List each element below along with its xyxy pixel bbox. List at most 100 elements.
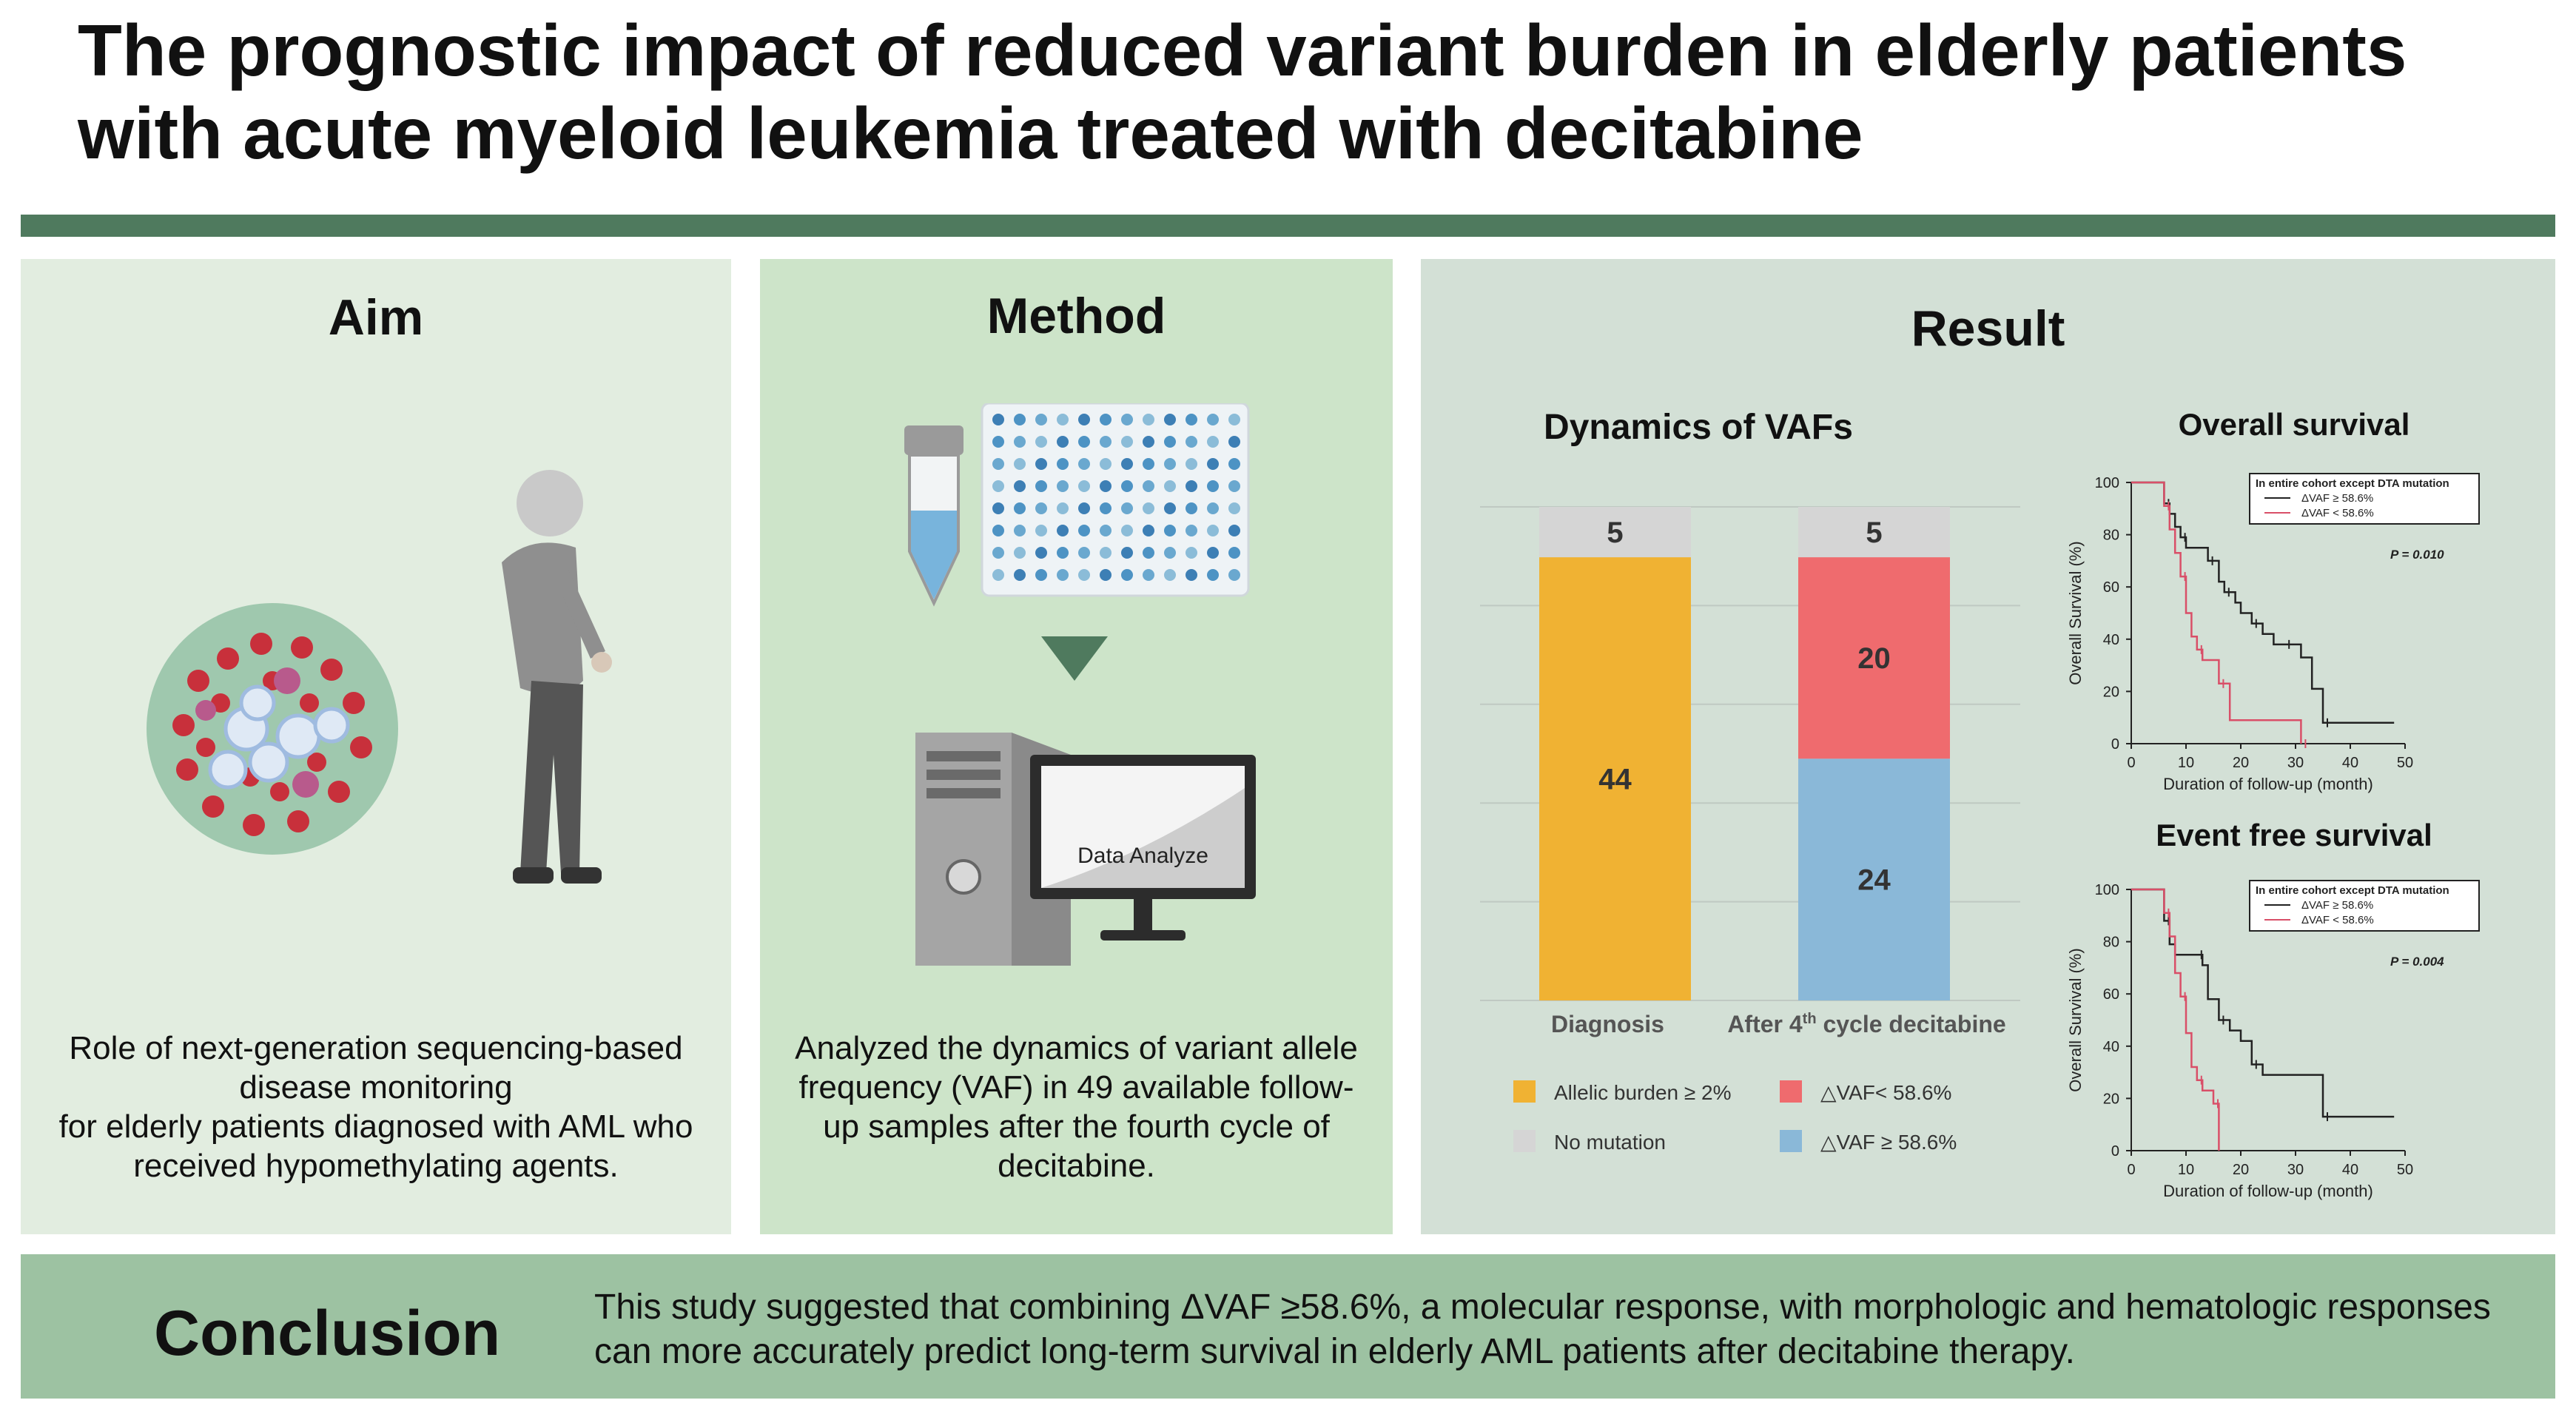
well — [1078, 547, 1090, 559]
y-tick-label: 80 — [2103, 935, 2119, 951]
legend-label: ΔVAF < 58.6% — [2301, 914, 2374, 926]
well — [1186, 525, 1197, 536]
y-tick-label: 60 — [2103, 579, 2119, 596]
well — [1035, 458, 1047, 470]
y-axis-label: Overall Survival (%) — [2066, 948, 2085, 1091]
well — [1207, 414, 1219, 425]
well — [1207, 569, 1219, 581]
plate-body — [981, 403, 1250, 597]
well — [1035, 414, 1047, 425]
well — [992, 480, 1004, 492]
well — [1207, 480, 1219, 492]
y-tick-label: 100 — [2095, 475, 2119, 491]
well — [1143, 436, 1154, 448]
vaf-bar-chart: 44 5 24 20 5 Diagnosis After 4th cycle decitab… — [1480, 506, 2020, 1154]
y-axis-label: Overall Survival (%) — [2066, 541, 2085, 684]
legend-swatch — [1780, 1080, 1802, 1103]
aim-text: Role of next-generation sequencing-based… — [58, 1030, 693, 1184]
x-axis-label: Duration of follow-up (month) — [2163, 1182, 2373, 1200]
superscript: th — [1803, 1011, 1817, 1027]
bar-chart-title: Dynamics of VAFs — [1544, 408, 1853, 447]
well — [1164, 436, 1176, 448]
y-tick-label: 0 — [2111, 736, 2119, 753]
elderly-patient-illustration — [147, 470, 612, 884]
well — [1078, 569, 1090, 581]
legend-title: In entire cohort except DTA mutation — [2256, 477, 2449, 490]
well — [1121, 525, 1133, 536]
well — [1121, 547, 1133, 559]
result-panel: Result Dynamics of VAFs Overall survival… — [1421, 259, 2555, 1234]
km-curve — [2131, 481, 2395, 724]
well — [1143, 480, 1154, 492]
well — [1014, 502, 1026, 514]
well — [1143, 547, 1154, 559]
bar-segment — [1798, 557, 1950, 759]
x-tick-label: 20 — [2233, 1162, 2249, 1178]
well — [1078, 480, 1090, 492]
bar-segment — [1539, 507, 1691, 558]
well — [1057, 569, 1069, 581]
well — [1057, 436, 1069, 448]
well — [1186, 547, 1197, 559]
legend-label: △VAF< 58.6% — [1820, 1081, 1951, 1104]
well — [1228, 525, 1240, 536]
well — [1143, 525, 1154, 536]
well — [1100, 458, 1112, 470]
well — [1014, 436, 1026, 448]
well — [1014, 547, 1026, 559]
well — [1078, 458, 1090, 470]
well — [1057, 502, 1069, 514]
well — [1186, 436, 1197, 448]
well — [1164, 547, 1176, 559]
km-curve — [2131, 888, 2220, 1151]
well — [1078, 525, 1090, 536]
well — [1121, 414, 1133, 425]
y-tick-label: 80 — [2103, 528, 2119, 544]
y-tick-label: 40 — [2103, 1039, 2119, 1055]
legend-swatch — [1513, 1080, 1536, 1103]
aim-panel: Aim — [21, 259, 731, 1234]
aim-heading: Aim — [328, 289, 424, 346]
well — [1100, 569, 1112, 581]
x-tick-label: 30 — [2287, 1162, 2304, 1178]
legend-title: In entire cohort except DTA mutation — [2256, 884, 2449, 897]
well — [1143, 502, 1154, 514]
legend-label: Allelic burden ≥ 2% — [1554, 1081, 1732, 1104]
x-tick-label: 20 — [2233, 755, 2249, 771]
data-analyze-label: Data Analyze — [1077, 844, 1208, 868]
well — [1186, 502, 1197, 514]
elderly-man-icon — [502, 470, 612, 884]
well — [1186, 414, 1197, 425]
legend-label: No mutation — [1554, 1131, 1666, 1154]
method-illustration — [904, 403, 1256, 966]
well — [992, 569, 1004, 581]
well — [1121, 480, 1133, 492]
down-arrow-icon — [1041, 636, 1108, 681]
x-tick-label: 10 — [2178, 1162, 2194, 1178]
well — [992, 436, 1004, 448]
conclusion-heading: Conclusion — [154, 1298, 501, 1369]
well — [1014, 414, 1026, 425]
well — [1143, 569, 1154, 581]
efs-km-chart: 0 10 20 30 40 50 0 20 40 60 80 100 Duration of follo… — [2066, 880, 2480, 1200]
category-label: Diagnosis — [1551, 1011, 1664, 1037]
conclusion-banner: Conclusion This study suggested that com… — [21, 1254, 2555, 1399]
method-text: Analyzed the dynamics of variant allele … — [795, 1030, 1358, 1184]
well — [1207, 502, 1219, 514]
well — [1078, 502, 1090, 514]
result-heading: Result — [1911, 300, 2065, 357]
well — [1207, 458, 1219, 470]
x-tick-label: 40 — [2342, 755, 2358, 771]
well — [1143, 414, 1154, 425]
well — [1164, 525, 1176, 536]
well — [1057, 547, 1069, 559]
x-tick-label: 0 — [2127, 755, 2135, 771]
efs-chart-title: Event free survival — [2156, 818, 2432, 852]
x-tick-label: 0 — [2127, 1162, 2135, 1178]
well — [1100, 502, 1112, 514]
well — [1186, 480, 1197, 492]
x-tick-label: 40 — [2342, 1162, 2358, 1178]
legend-label: ΔVAF ≥ 58.6% — [2301, 492, 2373, 505]
well — [1164, 502, 1176, 514]
y-tick-label: 100 — [2095, 882, 2119, 898]
